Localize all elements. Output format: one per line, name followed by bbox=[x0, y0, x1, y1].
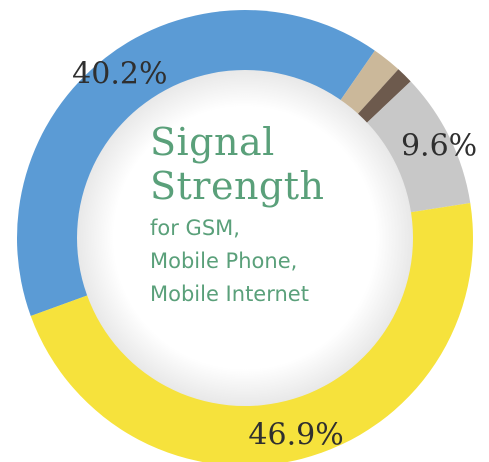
chart-subtitle-line: Mobile Internet bbox=[150, 282, 309, 306]
slice-percent-label: 40.2% bbox=[72, 57, 167, 92]
chart-title-line: Strength bbox=[150, 164, 325, 208]
slice-percent-label: 46.9% bbox=[248, 418, 343, 453]
chart-center-text: Signal Strength for GSM, Mobile Phone, M… bbox=[150, 120, 390, 311]
chart-subtitle-line: for GSM, bbox=[150, 216, 240, 240]
chart-title: Signal Strength bbox=[150, 120, 390, 208]
donut-hole bbox=[77, 70, 413, 406]
chart-subtitle-line: Mobile Phone, bbox=[150, 249, 298, 273]
slice-labels: 40.2% 9.6% 46.9% bbox=[72, 57, 477, 453]
chart-subtitle: for GSM, Mobile Phone, Mobile Internet bbox=[150, 212, 390, 311]
slice-percent-label: 9.6% bbox=[401, 129, 477, 164]
chart-title-line: Signal bbox=[150, 120, 275, 164]
